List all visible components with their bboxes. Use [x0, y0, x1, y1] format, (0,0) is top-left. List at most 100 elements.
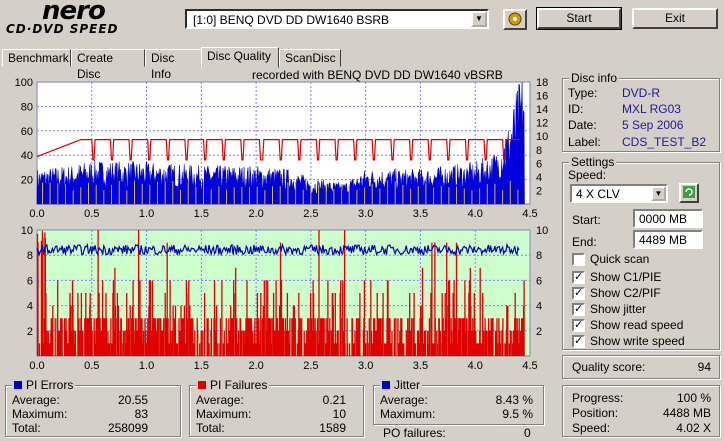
show-read-speed-checkbox[interactable]: ✓ [572, 319, 585, 332]
x-tick-label: 0.5 [84, 360, 99, 372]
disc-info-group: Disc info Type: DVD-R ID: MXL RG03 Date:… [562, 71, 720, 152]
y-left-tick-label: 80 [21, 101, 33, 113]
eject-button[interactable] [503, 9, 527, 30]
y-right-tick-label: 4 [536, 172, 542, 184]
chevron-down-icon[interactable]: ▼ [471, 11, 487, 27]
y-right-tick-label: 18 [536, 77, 548, 89]
show-read-speed-label: Show read speed [590, 318, 684, 332]
pi-failures-total-label: Total: [196, 421, 225, 435]
x-tick-label: 3.5 [413, 208, 428, 220]
settings-group: Settings Speed: 4 X CLV ▼ Start: 0000 MB… [562, 155, 720, 350]
pi-errors-maximum-label: Maximum: [12, 407, 68, 421]
jitter-group: Jitter Average: 8.43 % Maximum: 9.5 % [373, 378, 544, 425]
quick-scan-checkbox[interactable] [572, 253, 585, 266]
exit-button[interactable]: Exit [632, 8, 718, 29]
pi-failures-bars [36, 230, 525, 356]
disc-type-value: DVD-R [622, 86, 660, 100]
drive-select[interactable]: [1:0] BENQ DVD DD DW1640 BSRB ▼ [185, 9, 489, 29]
jitter-maximum-value: 9.5 % [502, 407, 533, 421]
y-left-tick-label: 100 [15, 77, 33, 89]
drive-select-value: [1:0] BENQ DVD DD DW1640 BSRB [193, 13, 390, 27]
start-button[interactable]: Start [536, 7, 622, 30]
speed-readout-label: Speed: [572, 421, 611, 435]
x-tick-label: 1.0 [139, 208, 154, 220]
speed-label: Speed: [568, 168, 607, 182]
disc-type-label: Type: [568, 86, 598, 100]
y-right-tick-label: 10 [536, 131, 548, 143]
y-left-tick-label: 60 [21, 126, 33, 138]
show-write-speed-label: Show write speed [590, 334, 685, 348]
y-right-tick-label: 8 [536, 250, 542, 262]
pi-failures-total-value: 1589 [319, 421, 346, 435]
pi-failures-chart: 10 8 6 4 2 10 8 6 4 2 0.0 0.5 1.0 1.5 2.0 2.5 3.0 3.5 4.0 4… [21, 225, 549, 372]
pi-failures-title: PI Failures [196, 378, 270, 392]
jitter-average-label: Average: [380, 393, 428, 407]
pi-errors-total-value: 258099 [107, 421, 148, 435]
chevron-down-icon[interactable]: ▼ [651, 186, 666, 201]
speed-select[interactable]: 4 X CLV ▼ [570, 184, 668, 203]
jitter-title-text: Jitter [394, 378, 421, 392]
disc-date-label: Date: [568, 118, 597, 132]
y-left-tick-label: 20 [21, 175, 33, 187]
refresh-speed-button[interactable] [679, 183, 699, 203]
tab-disc-quality[interactable]: Disc Quality [201, 47, 279, 68]
x-tick-label: 1.5 [194, 360, 209, 372]
quality-score-group: Quality score: 94 [562, 355, 720, 379]
x-tick-label: 0.5 [84, 208, 99, 220]
start-input[interactable]: 0000 MB [633, 209, 703, 228]
tab-scandisc[interactable]: ScanDisc [279, 49, 341, 67]
y-right-tick-label: 16 [536, 91, 548, 103]
refresh-icon [683, 186, 695, 198]
pi-errors-average-label: Average: [12, 393, 60, 407]
show-jitter-checkbox[interactable]: ✓ [572, 303, 585, 316]
pi-failures-maximum-value: 10 [332, 407, 346, 421]
jitter-average-value: 8.43 % [495, 393, 533, 407]
jitter-line [36, 242, 520, 257]
show-c1-pie-checkbox[interactable]: ✓ [572, 271, 585, 284]
position-value: 4488 MB [662, 406, 711, 420]
x-tick-label: 2.0 [248, 360, 263, 372]
pi-errors-total-label: Total: [12, 421, 41, 435]
pi-failures-maximum-label: Maximum: [196, 407, 252, 421]
end-input[interactable]: 4489 MB [633, 230, 703, 249]
x-tick-label: 4.5 [522, 208, 537, 220]
tab-create-disc[interactable]: Create Disc [71, 49, 145, 81]
disc-label-label: Label: [568, 135, 601, 149]
y-right-tick-label: 6 [536, 158, 542, 170]
x-tick-label: 4.5 [522, 360, 537, 372]
jitter-legend-swatch [382, 381, 390, 389]
x-tick-label: 0.0 [29, 360, 44, 372]
y-right-tick-label: 2 [536, 326, 542, 338]
x-tick-label: 4.0 [468, 360, 483, 372]
x-tick-label: 2.0 [248, 208, 263, 220]
y-right-tick-label: 2 [536, 185, 542, 197]
tab-disc-info[interactable]: Disc Info [145, 49, 202, 81]
nero-logo: nero [42, 0, 106, 26]
progress-value: 100 % [676, 391, 711, 405]
show-write-speed-checkbox[interactable]: ✓ [572, 335, 585, 348]
disc-refresh-icon [508, 12, 522, 26]
tab-benchmark[interactable]: Benchmark [2, 49, 71, 67]
recorded-with-label: recorded with BENQ DVD DD DW1640 vBSRB [252, 68, 503, 82]
pi-failures-legend-swatch [198, 381, 206, 389]
disc-id-label: ID: [568, 102, 584, 116]
start-label: Start: [572, 213, 601, 227]
y-right-tick-label: 4 [536, 301, 542, 313]
settings-title: Settings [569, 155, 617, 169]
disc-info-title: Disc info [569, 71, 620, 85]
pi-failures-title-text: PI Failures [210, 378, 268, 392]
x-tick-label: 3.0 [358, 208, 373, 220]
y-right-tick-label: 12 [536, 118, 548, 130]
show-c2-pif-checkbox[interactable]: ✓ [572, 287, 585, 300]
speed-readout-value: 4.02 X [676, 421, 711, 435]
y-right-tick-label: 6 [536, 275, 542, 287]
disc-id-value: MXL RG03 [622, 102, 681, 116]
cd-dvd-speed-logo: CD·DVD SPEED [6, 22, 119, 36]
pi-errors-title-text: PI Errors [26, 378, 74, 392]
y-left-tick-label: 2 [27, 326, 33, 338]
pi-errors-area [36, 81, 525, 205]
x-tick-label: 1.0 [139, 360, 154, 372]
pi-errors-group: PI Errors Average: 20.55 Maximum: 83 Tot… [5, 378, 181, 437]
y-left-tick-label: 6 [27, 275, 33, 287]
